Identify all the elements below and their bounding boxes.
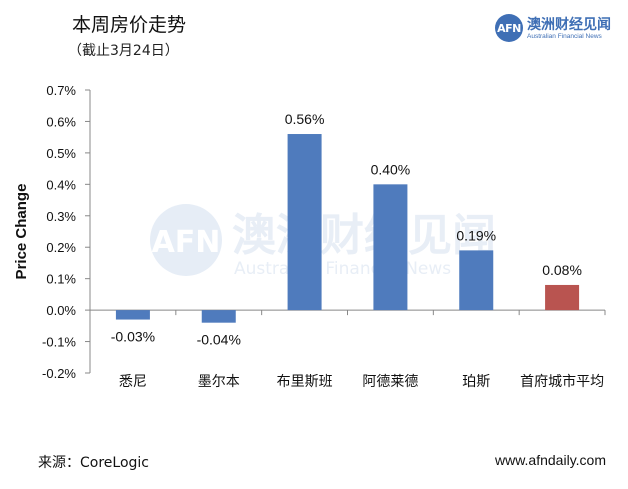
y-axis-label: Price Change: [13, 184, 30, 280]
site-url[interactable]: www.afndaily.com: [494, 452, 606, 468]
x-tick-label: 珀斯: [462, 374, 490, 390]
y-tick-label: 0.2%: [46, 240, 76, 255]
y-tick-label: 0.5%: [46, 146, 76, 161]
bar: [115, 310, 150, 320]
watermark-mark: AFN: [152, 225, 221, 260]
x-tick-label: 阿德莱德: [362, 374, 418, 390]
x-tick-label: 首府城市平均: [520, 373, 604, 390]
bar: [545, 284, 580, 311]
y-tick-label: 0.6%: [46, 114, 76, 129]
y-tick-label: -0.2%: [42, 366, 76, 381]
data-label: 0.56%: [285, 111, 325, 127]
watermark-logo-icon: [150, 204, 222, 276]
data-label: 0.08%: [542, 262, 582, 278]
data-label: 0.19%: [456, 227, 496, 243]
data-label: 0.40%: [371, 161, 411, 177]
y-tick-label: 0.4%: [46, 177, 76, 192]
bar: [201, 310, 236, 323]
y-tick-label: 0.7%: [46, 83, 76, 98]
afn-logo-icon: AFN: [495, 14, 523, 42]
chart-subtitle: （截止3月24日）: [68, 43, 179, 59]
watermark: AFN 澳洲财经见闻 Australian Financial News: [150, 204, 496, 279]
bar: [373, 184, 408, 311]
watermark-name-cn: 澳洲财经见闻: [232, 210, 496, 261]
x-tick-label: 悉尼: [119, 374, 147, 390]
x-tick-label: 布里斯班: [277, 374, 333, 390]
x-tick-label: 墨尔本: [198, 374, 240, 390]
brand-logo[interactable]: AFN 澳洲财经见闻 Australian Financial News: [495, 14, 620, 44]
y-tick-label: -0.1%: [42, 335, 76, 350]
y-tick-label: 0.1%: [46, 272, 76, 287]
chart-title: 本周房价走势: [72, 14, 187, 36]
source-note: 来源：CoreLogic: [38, 455, 149, 471]
bar: [287, 134, 322, 311]
data-label: -0.03%: [111, 329, 155, 345]
y-tick-label: 0.0%: [46, 303, 76, 318]
data-label: -0.04%: [197, 332, 241, 348]
logo-name-en: Australian Financial News: [527, 33, 602, 40]
bar: [459, 250, 494, 311]
watermark-name-en: Australian Financial News: [234, 259, 451, 279]
y-tick-label: 0.3%: [46, 209, 76, 224]
logo-name-cn: 澳洲财经见闻: [527, 17, 611, 33]
